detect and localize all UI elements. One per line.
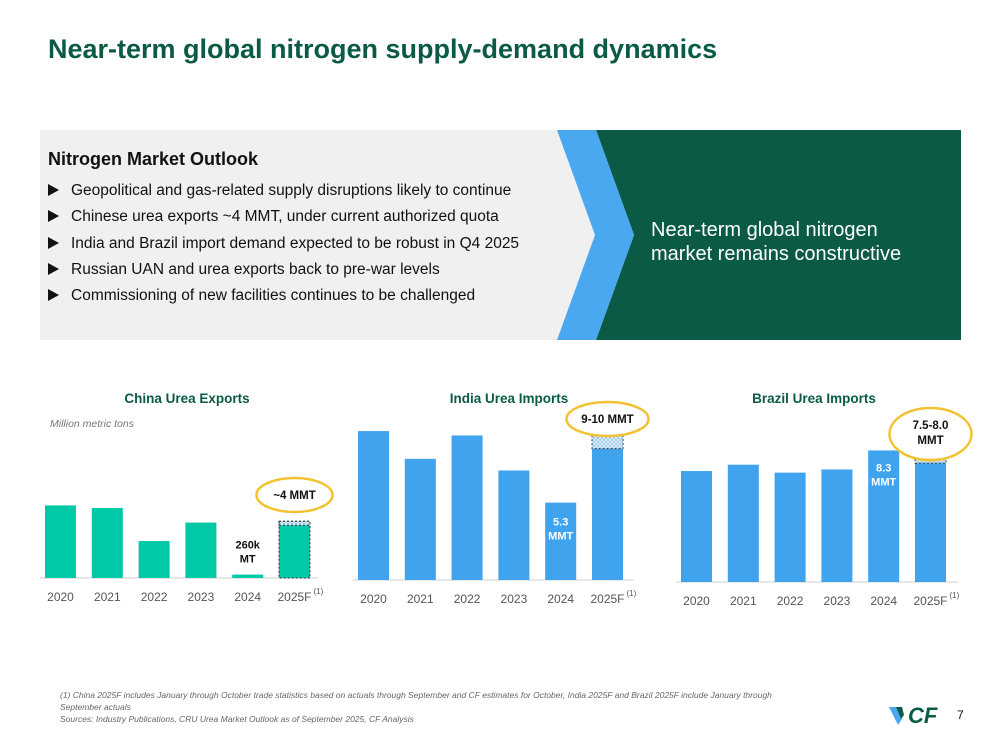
x-tick-label: 2022 <box>454 592 481 606</box>
outlook-bullet: India and Brazil import demand expected … <box>48 235 519 253</box>
bar-china-2024 <box>232 574 264 578</box>
x-tick-label: 2023 <box>188 590 215 604</box>
x-tick-label: 2024 <box>234 590 261 604</box>
bar-china-2021 <box>91 508 123 578</box>
triangle-bullet-icon <box>48 237 59 249</box>
outlook-bullet-text: Russian UAN and urea exports back to pre… <box>71 261 440 278</box>
page-number: 7 <box>957 708 964 722</box>
callout-line-1: Near-term global nitrogen <box>651 219 878 241</box>
bar-india-2023 <box>498 470 530 580</box>
outlook-panel <box>40 130 600 340</box>
bar-brazil-2021 <box>727 464 759 582</box>
page-title: Near-term global nitrogen supply-demand … <box>48 34 718 64</box>
x-tick-label: 2022 <box>141 590 168 604</box>
callout-label: MMT <box>917 435 943 447</box>
bar-india-2024 <box>545 502 577 580</box>
x-tick-label: 2022 <box>777 594 804 608</box>
outlook-bullet-text: India and Brazil import demand expected … <box>71 235 520 252</box>
x-tick-label: 2024 <box>547 592 574 606</box>
india-urea-imports-chart: 2020 2021 2022 2023 2024 5.3 MMT 2025F (1) 9-10 M… <box>353 400 650 606</box>
callout-green-panel <box>596 130 961 340</box>
bar-data-label: MMT <box>548 531 573 543</box>
sources-note: Sources: Industry Publications, CRU Urea… <box>60 714 414 724</box>
bar-china-2023 <box>185 522 217 578</box>
chart-title-brazil: Brazil Urea Imports <box>752 391 876 406</box>
outlook-heading: Nitrogen Market Outlook <box>48 149 259 169</box>
x-tick-label: 2020 <box>683 594 710 608</box>
outlook-bullet-text: Chinese urea exports ~4 MMT, under curre… <box>71 208 499 225</box>
callout-ellipse <box>888 406 973 462</box>
x-tick-label: 2025F <box>913 594 947 608</box>
x-tick-label: 2020 <box>360 592 387 606</box>
forecast-range-box <box>591 433 624 450</box>
x-tick-label: 2021 <box>407 592 434 606</box>
x-tick-label: 2021 <box>94 590 121 604</box>
triangle-bullet-icon <box>48 289 59 301</box>
callout-text: Near-term global nitrogen market remains… <box>651 218 951 266</box>
units-label: Million metric tons <box>50 418 135 430</box>
bar-brazil-2022 <box>774 472 806 582</box>
bar-brazil-2023 <box>821 469 853 582</box>
bar-data-label: MMT <box>871 476 896 488</box>
bar-india-2020 <box>358 431 389 580</box>
callout-label: 9-10 MMT <box>581 414 633 426</box>
china-urea-exports-chart: 2020 2021 2022 2023 2024 260k MT 2025F (1) ~4 MMT <box>40 476 334 604</box>
callout-label: ~4 MMT <box>273 490 316 502</box>
outlook-bullet-text: Geopolitical and gas-related supply disr… <box>71 182 512 199</box>
bar-data-label: 8.3 <box>876 462 891 474</box>
callout-graphic <box>557 130 961 340</box>
bar-china-2022 <box>138 541 170 578</box>
bar-india-2021 <box>404 458 436 580</box>
callout-line-2: market remains constructive <box>651 243 902 265</box>
x-tick-label: 2020 <box>47 590 74 604</box>
x-tick-label: 2021 <box>730 594 757 608</box>
footnote-marker: (1) <box>627 589 637 598</box>
x-tick-label: 2024 <box>870 594 897 608</box>
cf-logo-icon <box>889 707 904 725</box>
bar-brazil-2025F <box>915 463 946 582</box>
outlook-bullet: Commissioning of new facilities continue… <box>48 287 475 305</box>
bar-china-2020 <box>45 505 76 578</box>
callout-ellipse <box>255 476 334 514</box>
bar-brazil-2024 <box>868 450 900 582</box>
triangle-bullet-icon <box>48 263 59 275</box>
x-tick-label: 2023 <box>501 592 528 606</box>
footnote-1-line-2: September actuals <box>60 702 131 712</box>
forecast-range-box <box>278 520 311 526</box>
triangle-bullet-icon <box>48 210 59 222</box>
bar-brazil-2020 <box>681 471 712 582</box>
footnote-1-line-1: (1) China 2025F includes January through… <box>60 690 772 700</box>
bar-india-2022 <box>451 435 483 580</box>
x-tick-label: 2025F <box>277 590 311 604</box>
bar-china-2025F <box>279 525 310 578</box>
callout-ellipse <box>565 400 650 438</box>
bar-data-label: MT <box>240 554 256 566</box>
outlook-bullet: Chinese urea exports ~4 MMT, under curre… <box>48 208 499 226</box>
outlook-bullet: Russian UAN and urea exports back to pre… <box>48 261 440 279</box>
callout-label: 7.5-8.0 <box>913 420 949 432</box>
x-tick-label: 2025F <box>590 592 624 606</box>
footnote-marker: (1) <box>950 591 960 600</box>
outlook-bullet: Geopolitical and gas-related supply disr… <box>48 182 511 200</box>
chevron-arrow-icon <box>557 130 634 340</box>
chart-title-india: India Urea Imports <box>449 391 569 406</box>
bar-india-2025F <box>592 448 623 580</box>
triangle-bullet-icon <box>48 184 59 196</box>
x-tick-label: 2023 <box>824 594 851 608</box>
chart-title-china: China Urea Exports <box>124 391 250 406</box>
footnote-marker: (1) <box>314 587 324 596</box>
cf-logo-text: CF <box>908 703 938 728</box>
brazil-urea-imports-chart: 2020 2021 2022 2023 2024 8.3 MMT 2025F (1) 7.5-8.… <box>676 406 973 608</box>
bar-data-label: 5.3 <box>553 517 568 529</box>
bar-data-label: 260k <box>235 540 260 552</box>
outlook-bullet-text: Commissioning of new facilities continue… <box>71 287 476 304</box>
